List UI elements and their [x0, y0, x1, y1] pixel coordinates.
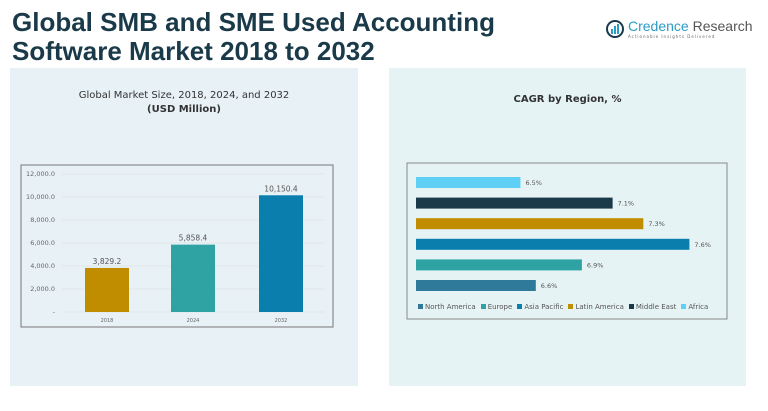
logo-tagline: Actionable Insights Delivered: [628, 34, 716, 39]
x-tick-label: 2032: [275, 318, 288, 324]
bar-chart-frame: [20, 164, 334, 328]
data-label: 7.1%: [618, 200, 635, 208]
data-label: 10,150.4: [264, 184, 298, 193]
bar-europe: [416, 259, 582, 271]
y-tick-label: 6,000.0: [30, 239, 55, 247]
x-tick-label: 2024: [187, 318, 200, 324]
legend-swatch: [568, 304, 574, 309]
bar-africa: [416, 177, 521, 188]
legend-swatch: [480, 304, 486, 309]
legend-item: Latin America: [568, 303, 624, 311]
logo: Credence Research Actionable Insights De…: [606, 18, 753, 39]
page-title: Global SMB and SME Used Accounting Softw…: [12, 7, 495, 66]
y-tick-label: 10,000.0: [26, 193, 55, 201]
data-label: 3,829.2: [93, 257, 122, 266]
bar-2032: [259, 195, 303, 312]
y-tick-label: 8,000.0: [30, 216, 55, 224]
legend-swatch: [418, 304, 423, 309]
data-label: 7.6%: [694, 241, 711, 249]
legend-swatch: [681, 304, 687, 309]
data-label: 6.9%: [587, 261, 604, 269]
legend-item: Africa: [681, 303, 708, 311]
chart-title: Global Market Size, 2018, 2024, and 2032: [78, 90, 290, 101]
data-label: 5,858.4: [179, 234, 208, 243]
bar-asia-pacific: [416, 238, 690, 250]
bar-latin-america: [416, 218, 644, 230]
logo-name-b: Research: [692, 18, 753, 34]
legend-swatch: [517, 304, 523, 309]
bar-north-america: [416, 280, 536, 291]
data-label: 7.3%: [648, 220, 665, 228]
chart-title: CAGR by Region, %: [513, 94, 622, 105]
legend: North America Europe Asia Pacific Latin Ame…: [418, 303, 708, 311]
bar-middle-east: [416, 197, 613, 209]
x-tick-label: 2018: [101, 318, 114, 324]
legend-item: Middle East: [628, 303, 676, 311]
logo-name-a: Credence: [628, 18, 689, 34]
legend-swatch: [628, 304, 634, 309]
logo-icon: [606, 19, 624, 38]
data-label: 6.6%: [541, 282, 558, 290]
y-tick-label: 12,000.0: [26, 170, 55, 178]
chart-subtitle: (USD Million): [147, 104, 221, 115]
legend-item: Asia Pacific: [517, 303, 563, 311]
y-tick-label: 4,000.0: [30, 262, 55, 270]
bar-2018: [85, 267, 129, 312]
data-label: 6.5%: [525, 179, 542, 187]
legend-item: North America: [418, 303, 476, 311]
legend-item: Europe: [480, 303, 512, 311]
hbar-chart-frame: [406, 162, 728, 320]
y-tick-label: -: [53, 308, 56, 316]
y-tick-label: 2,000.0: [30, 285, 55, 293]
bar-2024: [171, 244, 215, 312]
